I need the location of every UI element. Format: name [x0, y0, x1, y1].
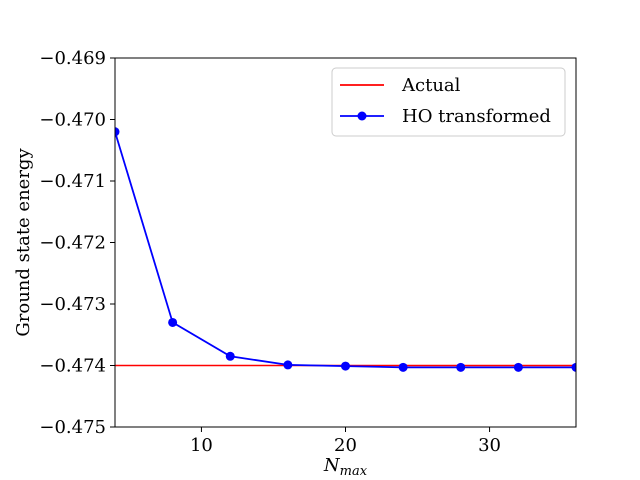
y-axis-ticks: −0.469 −0.470 −0.471 −0.472 −0.473 −0.474 −0.4… [39, 48, 115, 438]
y-tick-label: −0.474 [39, 356, 106, 377]
y-tick-label: −0.475 [39, 417, 106, 438]
legend-label: Actual [401, 75, 461, 96]
series-ho-transformed-point [225, 351, 235, 361]
y-axis-label: Ground state energy [13, 148, 34, 337]
series-ho-transformed-line [115, 131, 576, 369]
series-ho-transformed-point [456, 362, 466, 372]
x-axis-ticks: 10 20 30 [190, 427, 501, 456]
series-ho-transformed-point [571, 362, 576, 372]
x-tick-label: 30 [478, 435, 501, 456]
legend: Actual HO transformed [331, 67, 566, 137]
plot-marks [115, 127, 576, 372]
y-tick-label: −0.473 [39, 294, 106, 315]
x-axis-label: Nmax [323, 455, 368, 479]
legend-label: HO transformed [402, 106, 551, 127]
y-tick-label: −0.470 [39, 110, 106, 131]
legend-box [331, 67, 566, 137]
series-ho-transformed-point [341, 361, 350, 371]
series-ho-transformed-point [513, 362, 523, 372]
series-ho-transformed-point [168, 317, 178, 327]
y-tick-label: −0.472 [39, 233, 106, 254]
legend-marker [357, 111, 367, 121]
y-tick-label: −0.471 [39, 171, 106, 192]
x-tick-label: 20 [334, 435, 357, 456]
x-tick-label: 10 [190, 435, 213, 456]
series-ho-transformed-point [283, 360, 293, 370]
series-ho-transformed-point [115, 127, 120, 137]
x-axis-label-sub: max [340, 464, 368, 479]
series-ho-transformed-point [398, 362, 408, 372]
x-axis-label-main: N [323, 455, 341, 476]
y-tick-label: −0.469 [39, 48, 106, 69]
